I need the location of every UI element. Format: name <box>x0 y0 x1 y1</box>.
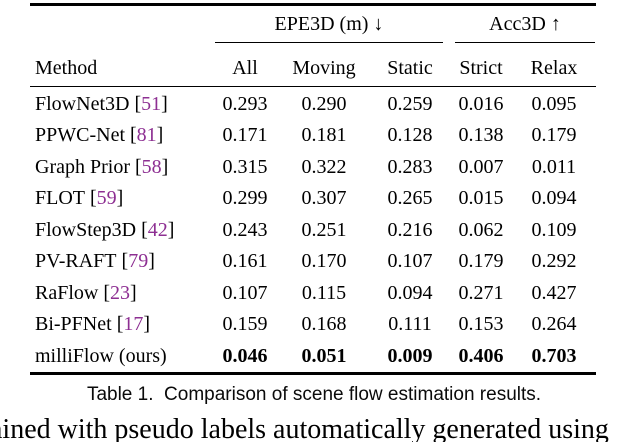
value-cell: 0.703 <box>531 344 577 367</box>
value-cell: 0.046 <box>222 344 268 367</box>
value-cell: 0.051 <box>301 344 347 367</box>
value-cell: 0.293 <box>222 92 268 115</box>
value-cell: 0.161 <box>222 250 268 273</box>
value-cell: 0.107 <box>222 281 268 304</box>
value-cell: 0.251 <box>301 218 347 241</box>
table-row: Graph Prior [58] 0.315 0.322 0.283 0.007 0.01… <box>30 152 596 184</box>
value-cell: 0.243 <box>222 218 268 241</box>
value-cell: 0.307 <box>301 187 347 210</box>
value-cell: 0.062 <box>458 218 504 241</box>
table-row: PV-RAFT [79] 0.161 0.170 0.107 0.179 0.292 <box>30 246 596 278</box>
method-cell: FlowNet3D [51] <box>35 92 168 115</box>
value-cell: 0.171 <box>222 124 268 147</box>
epe3d-cmidrule <box>215 41 443 43</box>
value-cell: 0.009 <box>387 344 433 367</box>
value-cell: 0.170 <box>301 250 347 273</box>
col-group-epe3d: EPE3D (m) ↓ <box>274 13 384 35</box>
header-relax: Relax <box>530 56 578 79</box>
table-header-rule <box>30 85 596 88</box>
table-row: RaFlow [23] 0.107 0.115 0.094 0.271 0.427 <box>30 278 596 310</box>
citation-number[interactable]: 23 <box>110 281 131 304</box>
value-cell: 0.299 <box>222 187 268 210</box>
citation-number[interactable]: 42 <box>147 218 168 241</box>
value-cell: 0.179 <box>458 250 504 273</box>
col-group-acc3d: Acc3D ↑ <box>489 13 561 35</box>
header-strict: Strict <box>459 56 503 79</box>
citation-number[interactable]: 59 <box>96 187 117 210</box>
value-cell: 0.216 <box>387 218 433 241</box>
body-text-fragment: ained with pseudo labels automatically g… <box>0 414 609 442</box>
value-cell: 0.138 <box>458 124 504 147</box>
value-cell: 0.264 <box>531 313 577 336</box>
citation-link[interactable]: [51] <box>134 92 168 115</box>
value-cell: 0.315 <box>222 155 268 178</box>
citation-number[interactable]: 81 <box>136 124 157 147</box>
citation-number[interactable]: 17 <box>123 313 144 336</box>
citation-number[interactable]: 51 <box>141 92 162 115</box>
table-row: FlowStep3D [42] 0.243 0.251 0.216 0.062 0.109 <box>30 215 596 247</box>
value-cell: 0.094 <box>387 281 433 304</box>
citation-link[interactable]: [59] <box>90 187 124 210</box>
value-cell: 0.259 <box>387 92 433 115</box>
value-cell: 0.128 <box>387 124 433 147</box>
value-cell: 0.292 <box>531 250 577 273</box>
value-cell: 0.181 <box>301 124 347 147</box>
header-static: Static <box>387 56 433 79</box>
citation-link[interactable]: [17] <box>116 313 151 336</box>
column-header-row: Method All Moving Static Strict Relax <box>30 52 596 84</box>
value-cell: 0.153 <box>458 313 504 336</box>
value-cell: 0.168 <box>301 313 347 336</box>
value-cell: 0.115 <box>301 281 347 304</box>
value-cell: 0.265 <box>387 187 433 210</box>
citation-link[interactable]: [42] <box>141 218 175 241</box>
value-cell: 0.109 <box>531 218 577 241</box>
method-cell: Graph Prior [58] <box>35 155 169 178</box>
citation-number[interactable]: 79 <box>128 250 149 273</box>
table-row: Bi-PFNet [17] 0.159 0.168 0.111 0.153 0.264 <box>30 309 596 341</box>
citation-link[interactable]: [79] <box>121 250 155 273</box>
value-cell: 0.271 <box>458 281 504 304</box>
value-cell: 0.095 <box>531 92 577 115</box>
table-row: FlowNet3D [51] 0.293 0.290 0.259 0.016 0.095 <box>30 89 596 121</box>
value-cell: 0.007 <box>458 155 504 178</box>
value-cell: 0.427 <box>531 281 577 304</box>
acc3d-cmidrule <box>455 41 595 43</box>
method-cell: FLOT [59] <box>35 187 124 210</box>
table-row: FLOT [59] 0.299 0.307 0.265 0.015 0.094 <box>30 183 596 215</box>
method-cell: milliFlow (ours) <box>35 344 167 367</box>
value-cell: 0.016 <box>458 92 504 115</box>
citation-number[interactable]: 58 <box>141 155 162 178</box>
value-cell: 0.094 <box>531 187 577 210</box>
header-method: Method <box>35 56 98 79</box>
table-body: FlowNet3D [51] 0.293 0.290 0.259 0.016 0.095 P… <box>30 89 596 373</box>
citation-link[interactable]: [23] <box>103 281 137 304</box>
value-cell: 0.322 <box>301 155 347 178</box>
method-cell: PPWC-Net [81] <box>35 124 164 147</box>
value-cell: 0.179 <box>531 124 577 147</box>
value-cell: 0.159 <box>222 313 268 336</box>
value-cell: 0.011 <box>531 155 577 178</box>
header-all: All <box>232 56 258 79</box>
value-cell: 0.015 <box>458 187 504 210</box>
citation-link[interactable]: [81] <box>130 124 164 147</box>
value-cell: 0.111 <box>388 313 432 336</box>
table-caption: Table 1. Comparison of scene flow estima… <box>86 384 542 405</box>
method-cell: RaFlow [23] <box>35 281 137 304</box>
table-row: milliFlow (ours) 0.046 0.051 0.009 0.406 0.70… <box>30 341 596 373</box>
value-cell: 0.283 <box>387 155 433 178</box>
citation-link[interactable]: [58] <box>134 155 169 178</box>
value-cell: 0.107 <box>387 250 433 273</box>
method-cell: Bi-PFNet [17] <box>35 313 151 336</box>
table-bottom-rule <box>30 372 596 375</box>
table-top-rule <box>30 3 596 6</box>
table-row: PPWC-Net [81] 0.171 0.181 0.128 0.138 0.179 <box>30 120 596 152</box>
value-cell: 0.406 <box>458 344 504 367</box>
header-moving: Moving <box>292 56 356 79</box>
method-cell: PV-RAFT [79] <box>35 250 155 273</box>
value-cell: 0.290 <box>301 92 347 115</box>
method-cell: FlowStep3D [42] <box>35 218 175 241</box>
